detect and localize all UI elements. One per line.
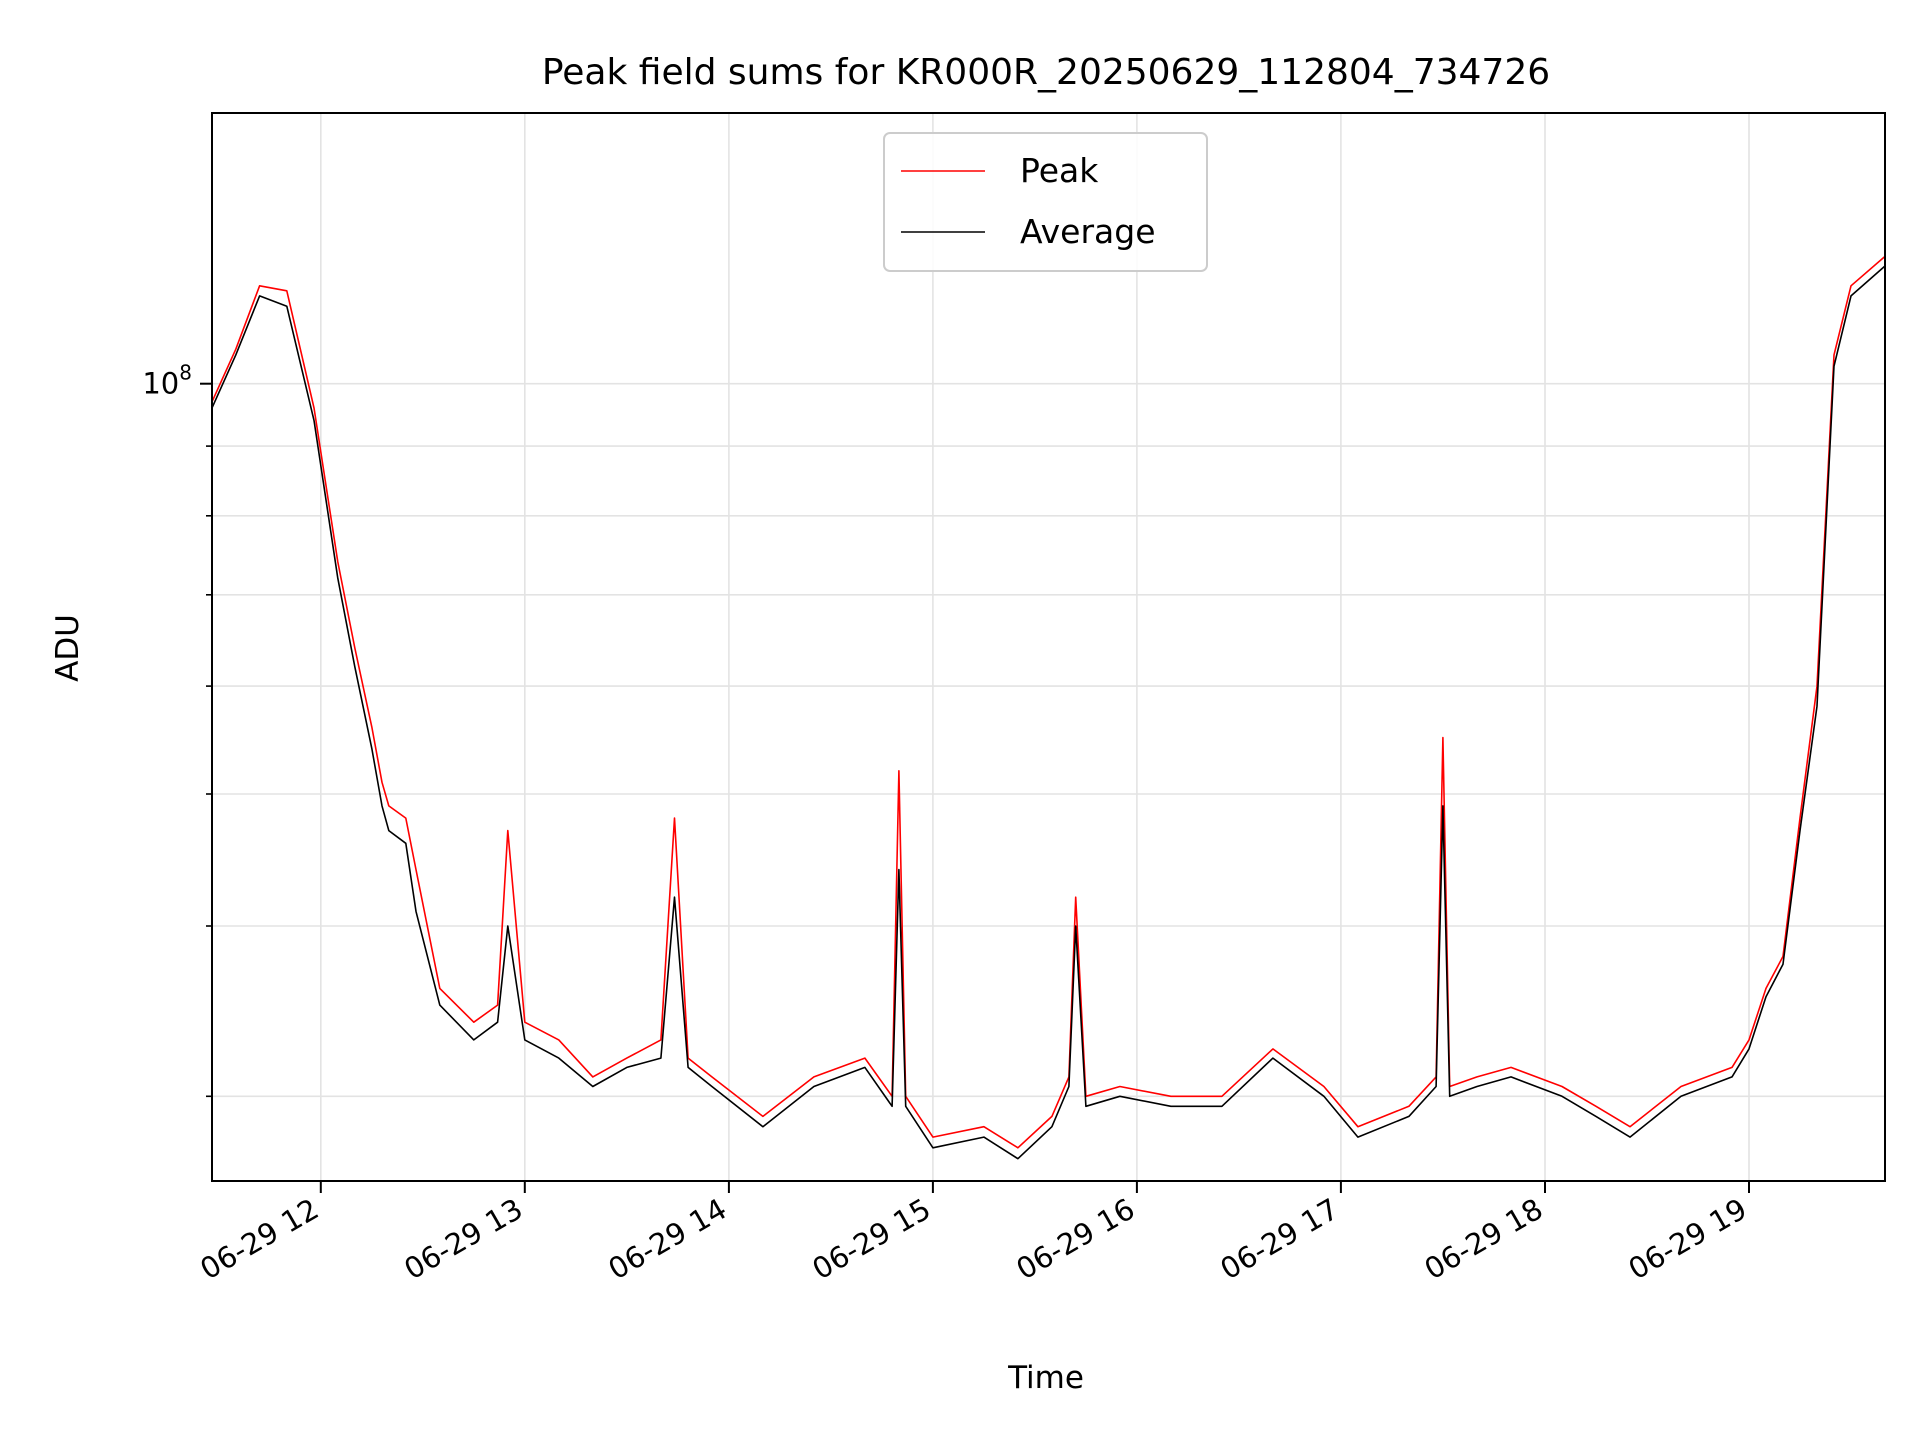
x-tick-label: 06-29 15: [806, 1192, 936, 1287]
y-axis-label: ADU: [50, 614, 86, 682]
legend: Peak Average: [883, 132, 1208, 272]
y-axis: 108: [142, 361, 212, 1098]
x-tick-label: 06-29 18: [1419, 1192, 1549, 1287]
chart-title: Peak field sums for KR000R_20250629_1128…: [542, 52, 1550, 93]
x-tick-label: 06-29 13: [398, 1192, 528, 1287]
grid: [212, 113, 1885, 1181]
x-axis: 06-29 12 06-29 13 06-29 14 06-29 15 06-29 16…: [194, 1181, 1753, 1287]
legend-peak-label: Peak: [1020, 151, 1099, 190]
x-tick-label: 06-29 14: [602, 1192, 732, 1287]
x-tick-label: 06-29 12: [194, 1192, 324, 1287]
legend-average-label: Average: [1020, 212, 1156, 251]
x-tick-label: 06-29 19: [1623, 1192, 1753, 1287]
x-tick-label: 06-29 17: [1214, 1192, 1344, 1287]
legend-box: [883, 132, 1208, 272]
plot-frame: [211, 112, 1886, 1182]
series-average-line: [211, 265, 1886, 1160]
y-tick-label: 108: [142, 361, 192, 401]
series-layer: [211, 255, 1886, 1160]
x-axis-label: Time: [1007, 1360, 1084, 1396]
series-peak-line: [211, 255, 1886, 1149]
x-tick-label: 06-29 16: [1010, 1192, 1140, 1287]
